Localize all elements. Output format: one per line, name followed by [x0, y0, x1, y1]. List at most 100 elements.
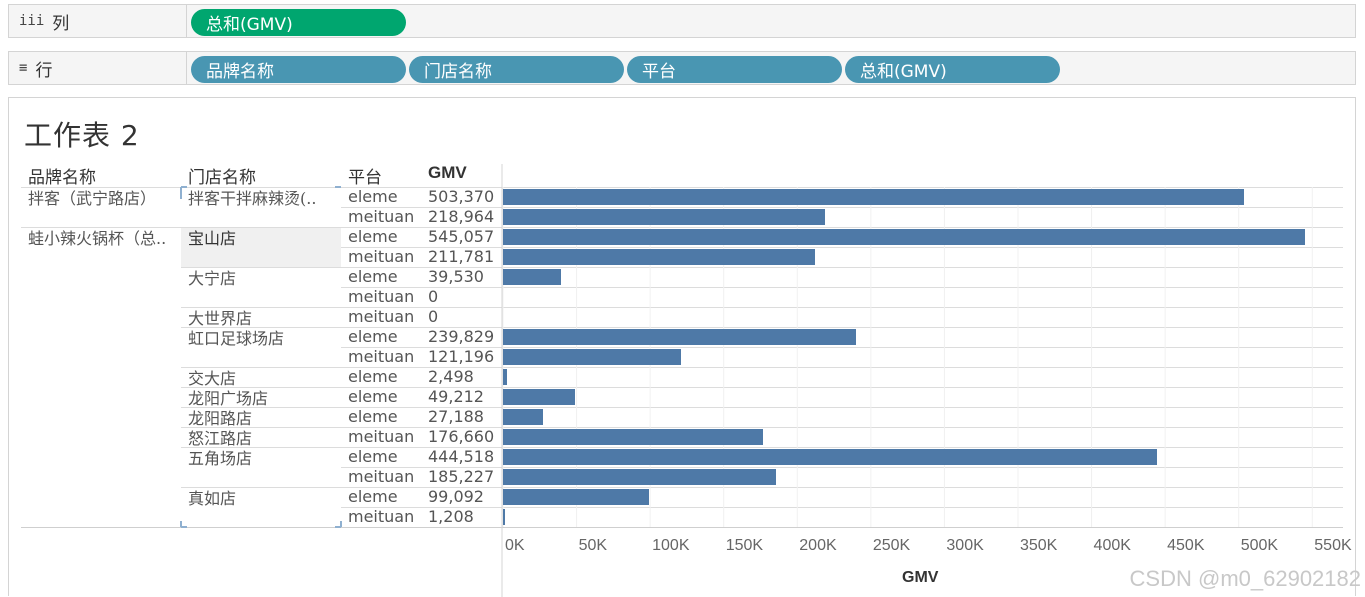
platform-cell[interactable]: eleme [348, 187, 398, 206]
platform-cell[interactable]: eleme [348, 267, 398, 286]
header-brand[interactable]: 品牌名称 [28, 168, 96, 188]
store-cell[interactable]: 五角场店 [188, 449, 253, 468]
store-cell[interactable]: 怒江路店 [188, 429, 253, 448]
platform-cell[interactable]: eleme [348, 367, 398, 386]
gmv-value-label: 1,208 [428, 507, 474, 526]
rows-pill-sum-gmv[interactable]: 总和(GMV) [845, 56, 1060, 83]
header-platform[interactable]: 平台 [348, 168, 382, 188]
platform-cell[interactable]: eleme [348, 327, 398, 346]
rows-pill-platform[interactable]: 平台 [627, 56, 842, 83]
store-cell[interactable]: 虹口足球场店 [188, 329, 285, 348]
header-store[interactable]: 门店名称 [188, 168, 256, 188]
brand-cell[interactable]: 拌客（武宁路店） [28, 189, 157, 208]
row-divider [341, 467, 1343, 468]
gmv-value-label: 503,370 [428, 187, 495, 206]
gmv-bar[interactable] [503, 489, 649, 505]
columns-shelf-label: iii 列 [9, 5, 187, 37]
store-cell[interactable]: 拌客干拌麻辣烫(.. [188, 189, 317, 208]
row-divider [341, 247, 1343, 248]
gmv-value-label: 121,196 [428, 347, 495, 366]
row-divider [181, 387, 1343, 388]
row-divider [341, 287, 1343, 288]
row-divider [181, 447, 1343, 448]
x-tick-label: 100K [652, 537, 690, 554]
gmv-bar[interactable] [503, 329, 856, 345]
platform-cell[interactable]: meituan [348, 467, 415, 486]
platform-cell[interactable]: meituan [348, 347, 415, 366]
store-cell[interactable]: 真如店 [188, 489, 237, 508]
gmv-value-label: 27,188 [428, 407, 484, 426]
row-divider [341, 207, 1343, 208]
rows-shelf: ≡ 行 品牌名称 门店名称 平台 总和(GMV) [8, 51, 1356, 85]
x-tick-label: 250K [872, 537, 911, 554]
x-tick-label: 0K [505, 537, 525, 554]
platform-cell[interactable]: meituan [348, 507, 415, 526]
platform-cell[interactable]: eleme [348, 487, 398, 506]
row-divider [341, 347, 1343, 348]
gmv-bar[interactable] [503, 189, 1244, 205]
gmv-bar[interactable] [503, 469, 776, 485]
row-divider [21, 227, 1343, 228]
platform-cell[interactable]: eleme [348, 387, 398, 406]
gmv-bar[interactable] [503, 409, 543, 425]
gmv-bar[interactable] [503, 229, 1305, 245]
columns-shelf: iii 列 总和(GMV) [8, 4, 1356, 38]
store-cell[interactable]: 龙阳路店 [188, 409, 253, 428]
x-tick-label: 50K [578, 537, 608, 554]
store-cell[interactable]: 大宁店 [188, 269, 237, 288]
rows-pill-brand[interactable]: 品牌名称 [191, 56, 406, 83]
platform-cell[interactable]: meituan [348, 427, 415, 446]
x-axis-title: GMV [902, 569, 939, 586]
gmv-value-label: 176,660 [428, 427, 495, 446]
platform-cell[interactable]: eleme [348, 227, 398, 246]
rows-label: 行 [35, 60, 53, 81]
gmv-bar[interactable] [503, 269, 562, 285]
x-tick-label: 450K [1167, 537, 1205, 554]
gmv-bar[interactable] [503, 449, 1158, 465]
row-divider [181, 407, 1343, 408]
store-cell[interactable]: 交大店 [188, 369, 237, 388]
gmv-value-label: 2,498 [428, 367, 474, 386]
gmv-bar[interactable] [503, 389, 576, 405]
gmv-value-label: 99,092 [428, 487, 484, 506]
gmv-bar[interactable] [503, 369, 507, 385]
row-divider [181, 367, 1343, 368]
gmv-value-label: 444,518 [428, 447, 495, 466]
gmv-bar[interactable] [503, 349, 682, 365]
gmv-value-label: 0 [428, 287, 439, 306]
x-tick-label: 400K [1093, 537, 1131, 554]
brand-cell[interactable]: 蛙小辣火锅杯（总.. [28, 229, 167, 248]
x-tick-label: 550K [1314, 537, 1352, 554]
header-gmv[interactable]: GMV [428, 163, 467, 182]
gmv-bar[interactable] [503, 429, 763, 445]
row-divider [21, 187, 1343, 188]
gmv-bar[interactable] [503, 209, 826, 225]
row-divider [181, 427, 1343, 428]
platform-cell[interactable]: eleme [348, 407, 398, 426]
rows-pill-store[interactable]: 门店名称 [409, 56, 624, 83]
store-cell[interactable]: 大世界店 [188, 309, 253, 328]
platform-cell[interactable]: meituan [348, 307, 415, 326]
gmv-value-label: 218,964 [428, 207, 495, 226]
gmv-bar[interactable] [503, 509, 505, 525]
x-tick-label: 500K [1240, 537, 1279, 554]
row-divider [181, 307, 1343, 308]
platform-cell[interactable]: meituan [348, 287, 415, 306]
gmv-value-label: 0 [428, 307, 439, 326]
x-tick-label: 350K [1019, 537, 1058, 554]
table-bottom-line [21, 527, 1343, 528]
rows-icon: ≡ [19, 60, 28, 76]
x-tick-label: 300K [946, 537, 984, 554]
gmv-value-label: 211,781 [428, 247, 495, 266]
columns-pill-sum-gmv[interactable]: 总和(GMV) [191, 9, 406, 36]
columns-label: 列 [52, 13, 70, 34]
store-cell[interactable]: 龙阳广场店 [188, 389, 269, 408]
x-tick-label: 150K [725, 537, 764, 554]
store-cell[interactable]: 宝山店 [188, 229, 237, 248]
gmv-bar[interactable] [503, 249, 815, 265]
platform-cell[interactable]: meituan [348, 207, 415, 226]
platform-cell[interactable]: eleme [348, 447, 398, 466]
gmv-value-label: 49,212 [428, 387, 484, 406]
gmv-value-label: 545,057 [428, 227, 495, 246]
platform-cell[interactable]: meituan [348, 247, 415, 266]
